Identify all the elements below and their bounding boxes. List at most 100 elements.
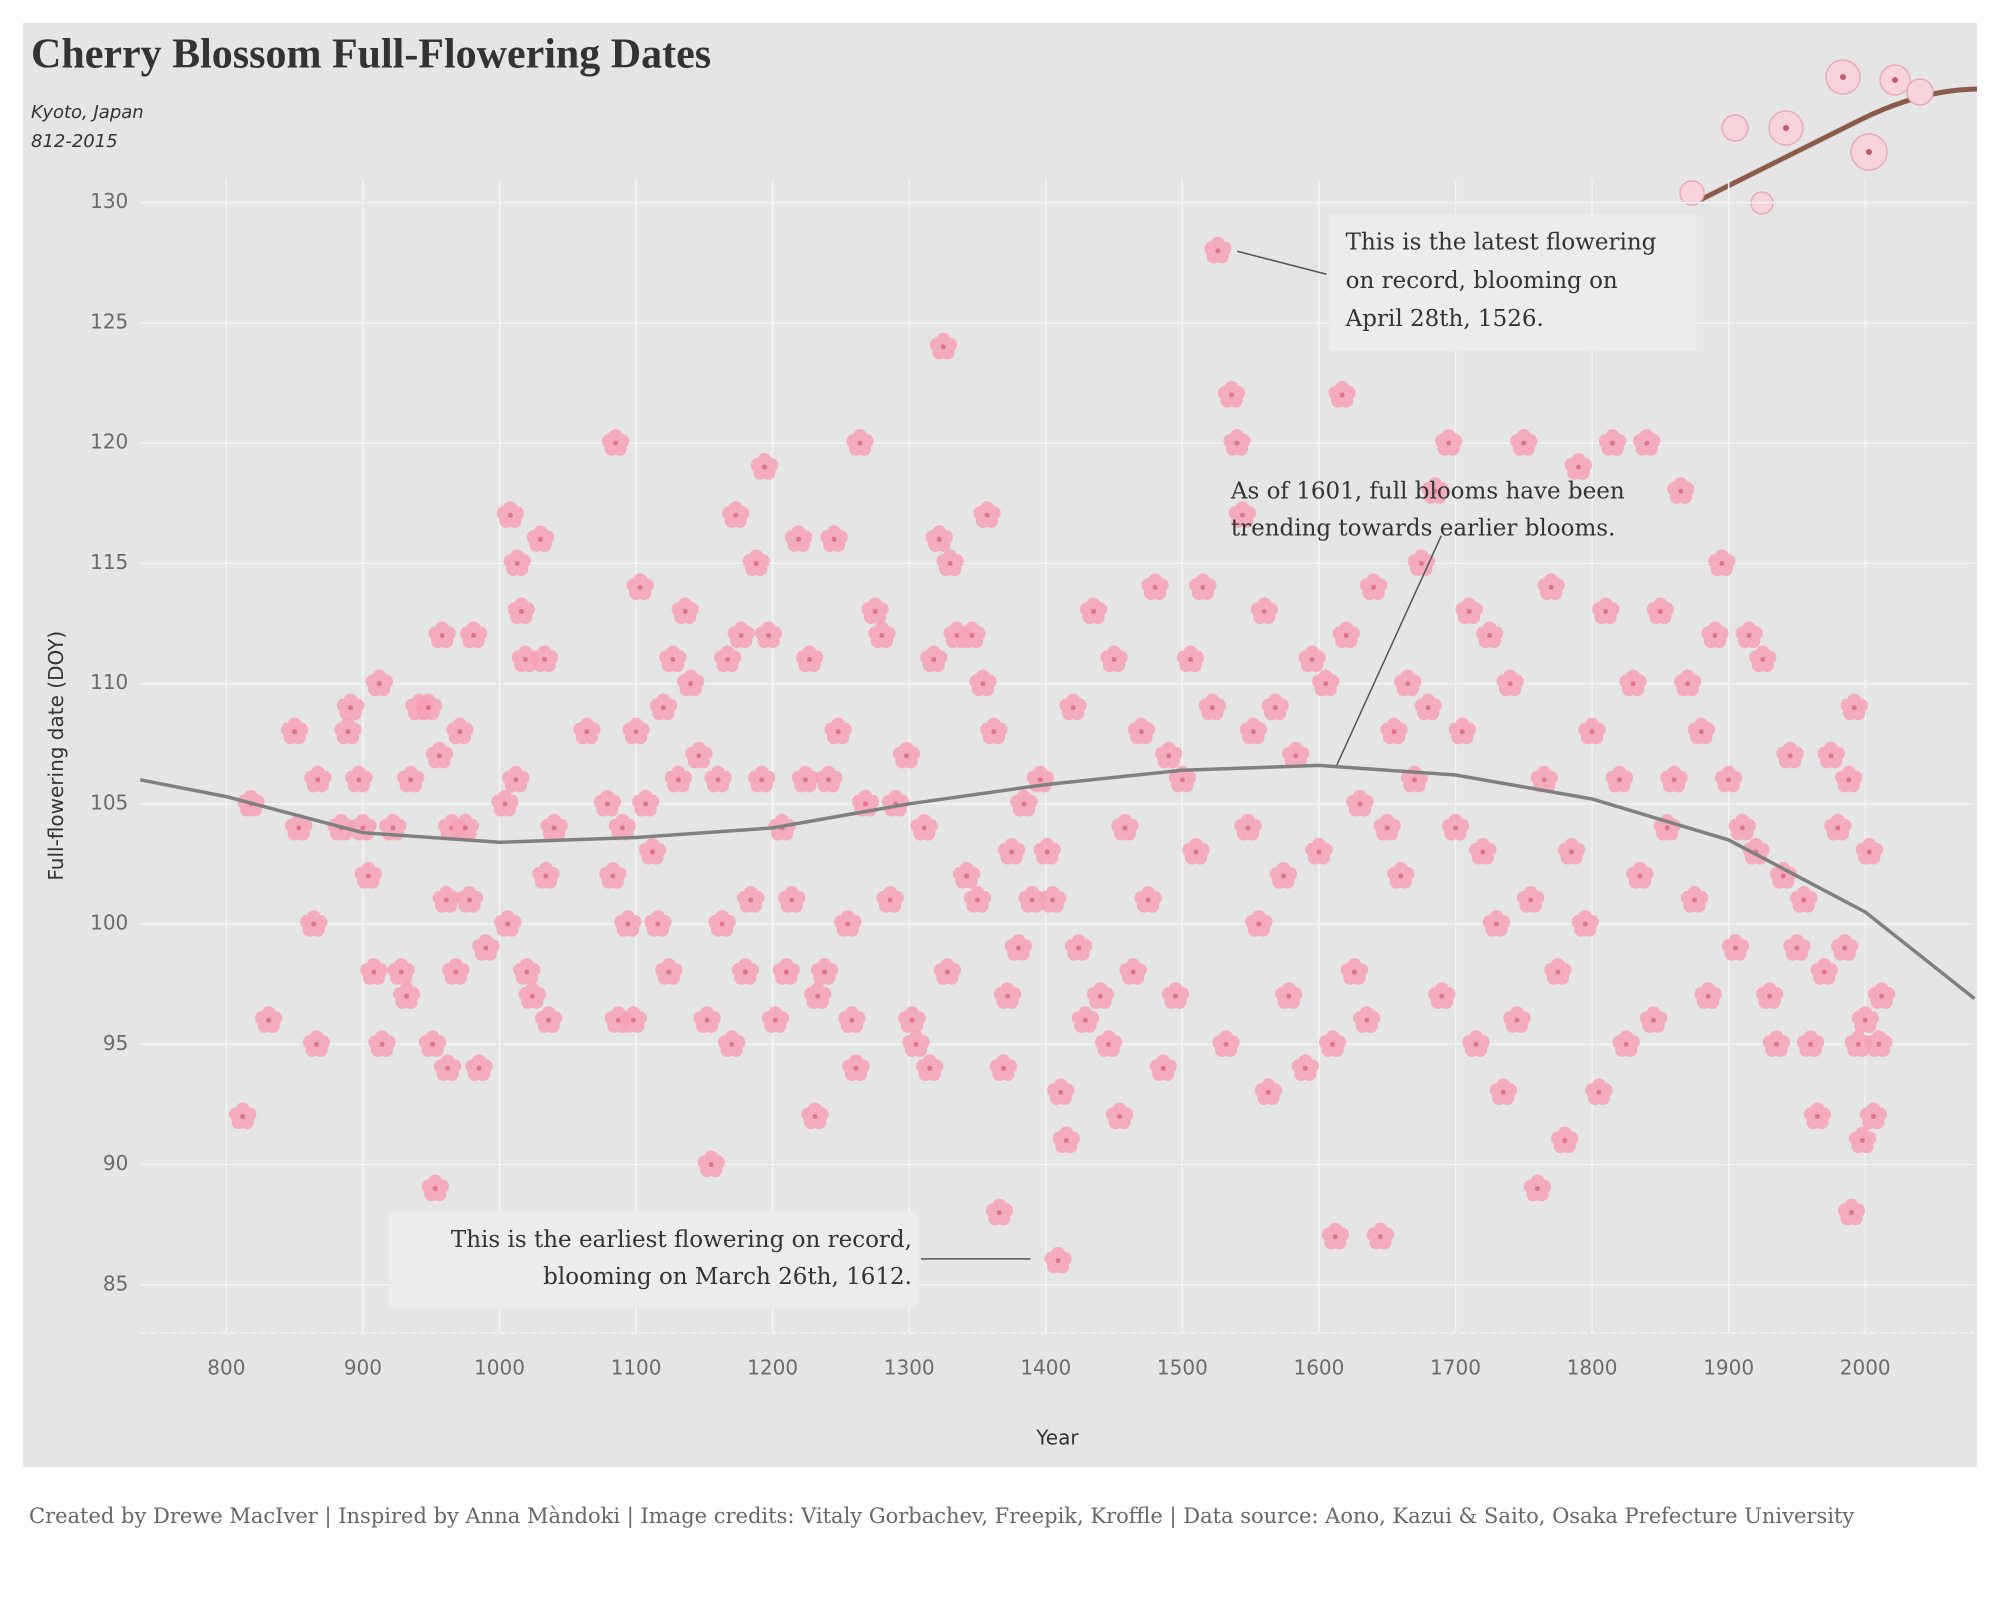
blossom — [1312, 669, 1340, 697]
blossom — [1749, 645, 1777, 673]
blossom — [846, 429, 874, 456]
blossom — [925, 525, 953, 552]
blossom — [1496, 669, 1524, 697]
blossom — [1435, 429, 1463, 456]
blossom — [1462, 1030, 1490, 1057]
blossom — [1033, 837, 1061, 865]
blossom — [626, 573, 654, 601]
blossom — [1047, 1078, 1075, 1106]
blossom — [1052, 1126, 1080, 1154]
blossom — [518, 982, 546, 1009]
blossom — [465, 1054, 493, 1082]
blossom — [1489, 1078, 1517, 1106]
blossom — [614, 910, 642, 937]
blossom — [861, 597, 889, 625]
blossom — [1721, 934, 1750, 961]
blossom — [1865, 1030, 1893, 1057]
blossom — [1803, 1102, 1832, 1130]
blossom — [354, 861, 383, 889]
blossom — [622, 717, 650, 745]
blossom — [952, 861, 981, 889]
blossom — [513, 958, 541, 985]
blossom — [638, 837, 667, 865]
subtitle: 812-2015 — [31, 131, 118, 152]
y-axis-title: Full-flowering date (DOY) — [44, 631, 68, 881]
blossom — [300, 910, 328, 937]
blossom — [713, 645, 742, 673]
blossom — [1557, 837, 1586, 865]
x-tick-label: 1600 — [1293, 1355, 1344, 1379]
blossom — [360, 958, 388, 985]
blossom — [1004, 934, 1033, 961]
blossom — [540, 813, 568, 841]
blossom — [1161, 982, 1190, 1009]
blossom — [693, 1006, 721, 1033]
blossom — [697, 1150, 725, 1178]
blossom — [502, 765, 530, 793]
blossom — [428, 621, 456, 649]
blossom — [304, 765, 332, 793]
x-tick-label: 1700 — [1430, 1355, 1481, 1379]
x-tick-label: 900 — [344, 1355, 382, 1379]
blossom — [414, 693, 443, 721]
blossom — [392, 982, 421, 1009]
blossom — [1735, 621, 1763, 649]
blossom — [1353, 1006, 1381, 1033]
blossom — [336, 693, 365, 721]
blossom — [1212, 1030, 1240, 1057]
blossom — [1441, 813, 1470, 841]
blossom — [980, 717, 1008, 745]
blossom — [1848, 1126, 1877, 1154]
blossom — [677, 669, 705, 697]
blossom — [1835, 765, 1863, 793]
x-tick-label: 2000 — [1840, 1355, 1891, 1379]
blossom — [1305, 837, 1333, 865]
blossom — [593, 789, 622, 817]
blossom — [1239, 717, 1268, 745]
blossom — [491, 789, 519, 817]
y-tick-label: 130 — [90, 189, 128, 213]
blossom — [1127, 717, 1156, 745]
blossom — [778, 886, 806, 913]
annotation-text: April 28th, 1526. — [1345, 306, 1544, 332]
blossom — [1475, 621, 1504, 649]
blossom — [1714, 765, 1743, 793]
x-tick-label: 1500 — [1157, 1355, 1208, 1379]
x-tick-label: 1000 — [474, 1355, 525, 1379]
blossom — [1592, 597, 1620, 625]
blossom — [1111, 813, 1139, 841]
blossom — [791, 765, 820, 793]
blossom — [920, 645, 948, 673]
blossom — [1261, 693, 1289, 721]
blossom — [973, 501, 1001, 528]
blossom — [795, 645, 824, 673]
blossom — [1228, 501, 1257, 528]
y-tick-label: 85 — [103, 1271, 128, 1295]
blossom — [365, 669, 393, 697]
blossom — [1633, 429, 1661, 456]
x-tick-label: 1300 — [884, 1355, 935, 1379]
blossom — [1155, 741, 1183, 769]
blossom — [1831, 934, 1859, 961]
blossom — [1044, 1246, 1072, 1274]
blossom — [619, 1006, 647, 1033]
blossom — [1810, 958, 1838, 985]
blossom — [1141, 573, 1169, 601]
blossom — [1254, 1078, 1283, 1106]
blossom — [898, 1006, 926, 1033]
branch-decoration — [1679, 59, 1978, 215]
annotation-connector — [1237, 250, 1327, 275]
blossom — [1824, 813, 1852, 841]
blossom — [1234, 813, 1262, 841]
blossom — [1217, 381, 1246, 408]
x-tick-label: 1200 — [747, 1355, 798, 1379]
blossom — [1755, 982, 1784, 1009]
blossom — [824, 717, 852, 745]
blossom — [1544, 958, 1572, 985]
blossom — [761, 1006, 790, 1033]
blossom — [280, 717, 309, 745]
blossom — [1134, 886, 1162, 913]
blossom — [334, 717, 362, 745]
blossom — [1482, 910, 1511, 937]
annotation-text: This is the latest flowering — [1346, 230, 1657, 256]
